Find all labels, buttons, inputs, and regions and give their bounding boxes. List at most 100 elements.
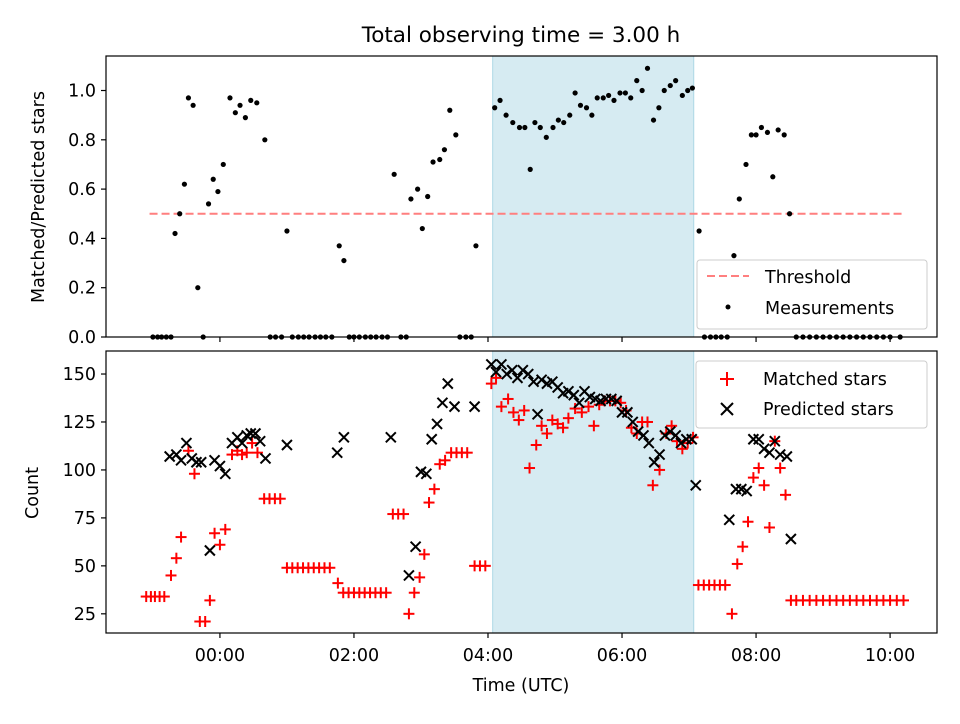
measurement-point [215,188,221,195]
measurement-point [656,105,662,111]
legend-measurements-swatch [725,304,731,310]
measurement-point [679,92,685,99]
legend-measurements-label: Measurements [765,299,894,319]
matched-point [583,401,595,413]
x-tick-label: 00:00 [195,646,245,666]
chart-title: Total observing time = 3.00 h [361,23,681,48]
measurement-point [673,78,679,84]
matched-point [507,406,519,418]
measurement-point [532,119,538,126]
measurement-point [661,87,667,94]
matched-point [170,552,182,564]
measurement-point [696,228,702,234]
predicted-point [219,468,231,480]
predicted-point [409,540,422,553]
matched-point [774,462,786,474]
matched-point [485,378,497,390]
measurement-point [561,119,567,126]
predicted-point [621,406,634,419]
predicted-point [249,427,262,440]
top-y-axis-ticks: 0.0 0.2 0.4 0.6 0.8 1.0 [68,82,106,348]
measurement-point [667,82,673,89]
predicted-point [675,437,687,449]
predicted-point [420,468,433,480]
measurement-point [284,228,290,234]
x-tick-label: 06:00 [597,646,647,666]
predicted-point [338,431,350,444]
predicted-point [425,433,438,445]
matched-point [380,587,392,599]
predicted-point [781,450,793,463]
matched-point [502,393,514,405]
predicted-point [385,431,397,444]
predicted-point [686,433,698,445]
predicted-point [468,400,481,413]
matched-point [518,404,530,416]
measurement-point [205,201,212,207]
legend-predicted-label: Predicted stars [763,400,894,420]
x-tick-label: 08:00 [731,646,781,666]
measurement-point [172,230,178,237]
predicted-point [175,454,187,467]
y-tick-label: 0.0 [68,328,96,348]
predicted-point [769,435,781,447]
top-plot-frame [105,55,938,338]
bottom-y-axis-label: Count [23,467,43,519]
observing-span-top [492,55,695,338]
predicted-point [632,425,644,438]
matched-point [719,579,731,591]
matched-point [251,447,263,459]
matched-point [641,416,653,428]
measurement-point [441,147,448,153]
measurement-point [753,132,759,138]
measurement-point [622,90,628,96]
measurement-point [589,112,595,118]
predicted-point [442,377,454,390]
measurement-point [572,90,578,96]
predicted-point [190,456,203,468]
matched-point [165,569,177,581]
legend-matched-swatch [720,372,734,386]
x-tick-label: 02:00 [329,646,379,666]
predicted-point [495,358,508,371]
matched-point [398,508,410,520]
top-x-axis-ticks [219,337,891,342]
matched-point [576,406,588,418]
y-tick-label: 25 [74,605,96,625]
y-tick-label: 125 [63,413,96,433]
bottom-panel: 25 50 75 100 125 150 00:00 02:00 04:00 06:00 08:0… [23,350,938,696]
matched-stars-series [140,372,909,627]
bottom-x-axis-ticks: 00:00 02:00 04:00 06:00 08:00 10:00 [195,633,915,666]
measurement-point [537,124,543,131]
matched-point [479,560,491,572]
measurement-point [743,161,749,168]
matched-point [175,531,187,543]
matched-point [274,493,286,505]
measurement-point [262,137,268,143]
matched-point [199,615,211,627]
predicted-point [690,479,702,491]
predicted-point [568,389,580,401]
predicted-point [180,437,193,449]
bottom-y-axis-ticks: 25 50 75 100 125 150 [63,365,106,625]
matched-point [214,539,226,551]
matched-point [731,558,743,570]
matched-point [541,427,553,439]
matched-point [423,497,435,509]
y-tick-label: 150 [63,365,96,385]
predicted-point [485,358,498,371]
predicted-point [214,460,226,472]
x-tick-label: 10:00 [865,646,915,666]
measurement-point [550,124,556,131]
predicted-point [501,368,513,380]
measurement-point [650,117,657,123]
matched-point [324,562,336,574]
measurement-point [227,95,233,101]
measurement-point [341,257,347,264]
predicted-point [517,364,529,376]
predicted-point [403,569,415,582]
measurement-point [177,211,183,217]
measurement-point [453,132,459,138]
predicted-point [436,397,449,409]
highlight-span [492,55,695,338]
